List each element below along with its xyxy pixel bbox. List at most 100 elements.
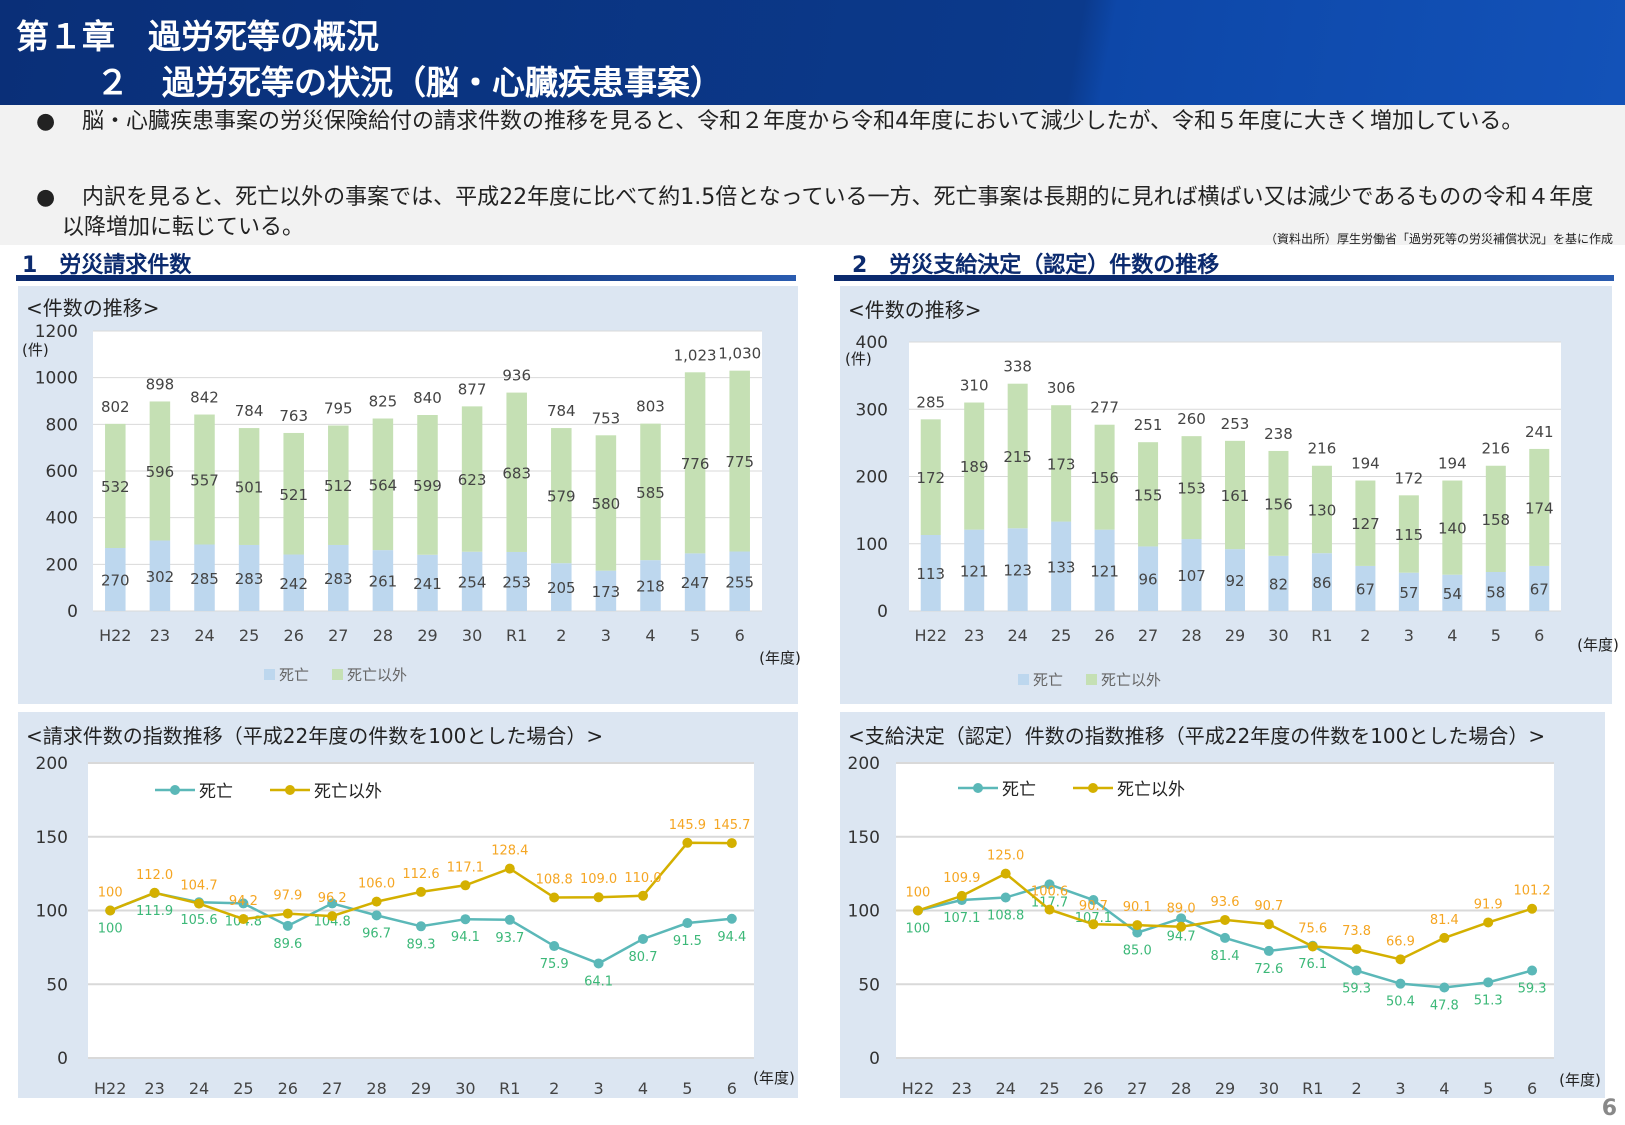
- data-label-other: 75.6: [1298, 921, 1327, 936]
- bar-other: [1355, 480, 1376, 566]
- data-label-other: 91.9: [1474, 897, 1503, 912]
- y-tick-label: 600: [46, 462, 78, 482]
- x-tick-label: 29: [417, 626, 437, 645]
- x-tick-label: 6: [735, 626, 745, 645]
- point-death: [416, 921, 426, 932]
- data-label-other: 156: [1264, 495, 1293, 513]
- data-label-death: 242: [279, 575, 308, 593]
- point-other: [593, 892, 604, 903]
- data-label-death: 96.7: [362, 926, 391, 941]
- y-tick-label: 150: [848, 828, 880, 848]
- data-label-other: 94.2: [229, 894, 258, 909]
- point-other: [1483, 917, 1494, 928]
- x-tick-label: 25: [233, 1079, 253, 1098]
- data-label-other: 173: [1047, 455, 1076, 473]
- data-label-other: 158: [1481, 511, 1510, 529]
- point-other: [1088, 919, 1099, 930]
- point-other: [638, 890, 648, 901]
- point-death: [1351, 965, 1362, 976]
- point-other: [1220, 914, 1230, 925]
- data-label-other: 153: [1177, 480, 1206, 498]
- data-label-total: 238: [1264, 425, 1293, 443]
- data-label-other: 155: [1134, 486, 1163, 504]
- legend-swatch-other: [332, 669, 343, 680]
- legend-label-death: 死亡: [279, 666, 309, 684]
- x-tick-label: 28: [1171, 1079, 1191, 1098]
- x-tick-label: 27: [328, 626, 348, 645]
- x-tick-label: 27: [1138, 626, 1158, 645]
- legend-label-other: 死亡以外: [347, 666, 407, 684]
- x-tick-label: 5: [690, 626, 700, 645]
- data-label-other: 100.6: [1031, 885, 1068, 900]
- x-tick-label: 25: [1039, 1079, 1059, 1098]
- data-label-death: 111.9: [136, 904, 173, 919]
- data-label-death: 283: [235, 570, 264, 588]
- data-label-total: 172: [1395, 469, 1424, 487]
- data-label-death: 57: [1399, 584, 1418, 602]
- data-label-other: 110.0: [624, 871, 661, 886]
- data-label-death: 283: [324, 570, 353, 588]
- data-label-total: 194: [1438, 455, 1467, 473]
- data-label-death: 117.7: [1031, 895, 1068, 910]
- data-label-total: 784: [547, 402, 576, 420]
- data-label-total: 825: [369, 393, 398, 411]
- point-other: [1395, 954, 1406, 965]
- x-tick-label: 30: [462, 626, 482, 645]
- data-label-total: 842: [190, 389, 219, 407]
- chart-title: <件数の推移>: [848, 298, 982, 322]
- bar-other: [283, 432, 304, 555]
- x-tick-label: 24: [995, 1079, 1015, 1098]
- data-label-other: 521: [279, 486, 308, 504]
- data-label-death: 270: [101, 572, 130, 590]
- bar-other: [149, 401, 171, 541]
- point-other: [1044, 904, 1055, 915]
- point-other: [1176, 921, 1187, 932]
- data-label-death: 105.6: [180, 913, 217, 928]
- bar-death: [328, 544, 349, 611]
- bar-other: [1094, 424, 1115, 530]
- bar-death: [684, 553, 706, 611]
- x-tick-label: 28: [373, 626, 393, 645]
- x-tick-label: 5: [1483, 1079, 1493, 1098]
- data-label-total: 285: [916, 393, 945, 411]
- x-tick-label: 24: [194, 626, 214, 645]
- data-label-death: 92: [1225, 572, 1244, 590]
- legend-label-other: 死亡以外: [314, 782, 382, 802]
- y-axis-unit: (件): [845, 350, 872, 368]
- x-tick-label: 2: [1360, 626, 1370, 645]
- chart-title: <件数の推移>: [26, 296, 160, 320]
- legend-label-other: 死亡以外: [1117, 780, 1185, 800]
- data-label-death: 91.5: [673, 934, 702, 949]
- data-label-other: 93.6: [1211, 895, 1240, 910]
- point-other: [460, 880, 471, 891]
- x-tick-label: 5: [1491, 626, 1501, 645]
- point-death: [282, 920, 293, 931]
- y-tick-label: 0: [57, 1049, 68, 1069]
- data-label-death: 108.8: [987, 909, 1024, 924]
- data-label-death: 100: [98, 922, 123, 937]
- data-label-other: 145.7: [713, 818, 750, 833]
- x-tick-label: R1: [1302, 1079, 1323, 1098]
- data-label-total: 338: [1003, 358, 1032, 376]
- bar-other: [461, 406, 483, 552]
- point-death: [1088, 895, 1099, 906]
- data-label-total: 306: [1047, 379, 1076, 397]
- x-tick-label: 25: [1051, 626, 1071, 645]
- x-tick-label: 3: [594, 1079, 604, 1098]
- data-label-total: 936: [502, 367, 531, 385]
- point-death: [327, 898, 338, 909]
- bar-other: [1442, 480, 1463, 575]
- data-label-death: 121: [1090, 562, 1119, 580]
- data-label-other: 90.7: [1079, 899, 1108, 914]
- data-label-other: 512: [324, 477, 353, 495]
- point-other: [504, 863, 515, 874]
- data-label-other: 108.8: [536, 873, 573, 888]
- data-label-other: 140: [1438, 520, 1467, 538]
- data-label-death: 255: [725, 573, 754, 591]
- point-other: [1307, 941, 1318, 952]
- data-label-other: 109.0: [580, 872, 617, 887]
- data-label-other: 623: [458, 471, 487, 489]
- data-label-death: 94.1: [451, 930, 480, 945]
- data-label-death: 285: [190, 570, 219, 588]
